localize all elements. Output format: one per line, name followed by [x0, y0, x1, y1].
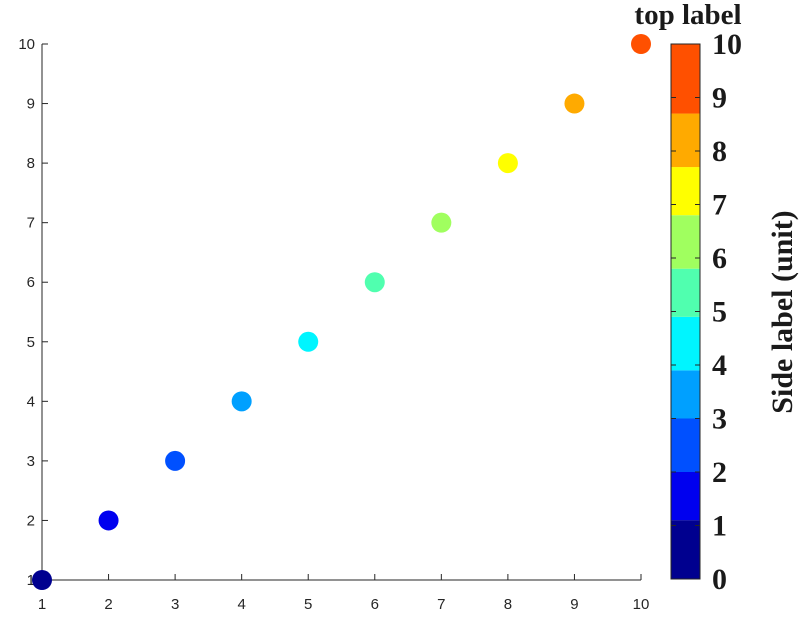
y-tick-label: 9	[27, 96, 35, 113]
colorbar-tick-label: 3	[712, 403, 727, 436]
data-point	[32, 570, 52, 590]
x-tick-label: 3	[171, 596, 179, 613]
data-point	[497, 153, 518, 174]
colorbar-tick-label: 9	[712, 82, 727, 115]
colorbar-tick-label: 10	[712, 28, 742, 61]
colorbar-bin	[671, 268, 700, 317]
y-tick-label: 6	[27, 274, 35, 291]
y-tick-label: 7	[27, 215, 35, 232]
x-tick-label: 7	[437, 596, 445, 613]
x-tick-label: 1	[38, 596, 46, 613]
data-point	[364, 272, 385, 293]
y-tick-label: 10	[18, 36, 35, 53]
data-points	[32, 34, 651, 590]
y-tick-label: 2	[27, 512, 35, 529]
x-tick-label: 5	[304, 596, 312, 613]
colorbar: 0 1 2 3 4 5 6 7 8 9 10	[670, 28, 742, 596]
y-tick-label: 4	[27, 393, 35, 410]
x-tick-label: 10	[633, 596, 650, 613]
data-point	[165, 450, 186, 471]
colorbar-bin	[671, 215, 700, 269]
colorbar-tick-label: 8	[712, 135, 727, 168]
colorbar-bin	[671, 370, 700, 419]
colorbar-tick-label: 5	[712, 296, 727, 329]
data-point	[231, 391, 252, 412]
y-tick-label: 5	[27, 334, 35, 351]
data-point	[98, 510, 119, 531]
data-point	[431, 212, 452, 233]
colorbar-side-label: Side label (unit)	[766, 210, 799, 413]
data-point	[564, 93, 585, 114]
colorbar-tick-label: 0	[712, 563, 727, 596]
colorbar-bin	[671, 472, 700, 521]
colorbar-bin	[671, 44, 700, 114]
colorbar-tick-label: 7	[712, 189, 727, 222]
data-point	[298, 331, 319, 352]
y-tick-label: 1	[27, 572, 35, 589]
y-ticks: 1 2 3 4 5 6 7 8 9 10	[18, 36, 48, 589]
x-tick-label: 4	[237, 596, 245, 613]
colorbar-top-label: top label	[634, 0, 741, 31]
colorbar-bin	[671, 418, 700, 472]
y-tick-label: 8	[27, 155, 35, 172]
x-tick-label: 8	[504, 596, 512, 613]
colorbar-tick-label: 4	[712, 349, 727, 382]
colorbar-bin	[671, 316, 700, 371]
x-tick-label: 6	[371, 596, 379, 613]
axes	[41, 44, 641, 581]
colorbar-tick-label: 1	[712, 510, 727, 543]
colorbar-tick-label: 6	[712, 242, 727, 275]
x-tick-label: 9	[570, 596, 578, 613]
colorbar-bins	[671, 44, 700, 579]
data-point	[631, 34, 651, 54]
colorbar-bin	[671, 113, 700, 168]
colorbar-tick-label: 2	[712, 456, 727, 489]
y-tick-label: 3	[27, 453, 35, 470]
colorbar-ticks: 0 1 2 3 4 5 6 7 8 9 10	[671, 28, 742, 596]
colorbar-bin	[671, 167, 700, 216]
x-ticks: 1 2 3 4 5 6 7 8 9 10	[38, 574, 650, 613]
colorbar-bin	[671, 520, 700, 579]
x-tick-label: 2	[104, 596, 112, 613]
